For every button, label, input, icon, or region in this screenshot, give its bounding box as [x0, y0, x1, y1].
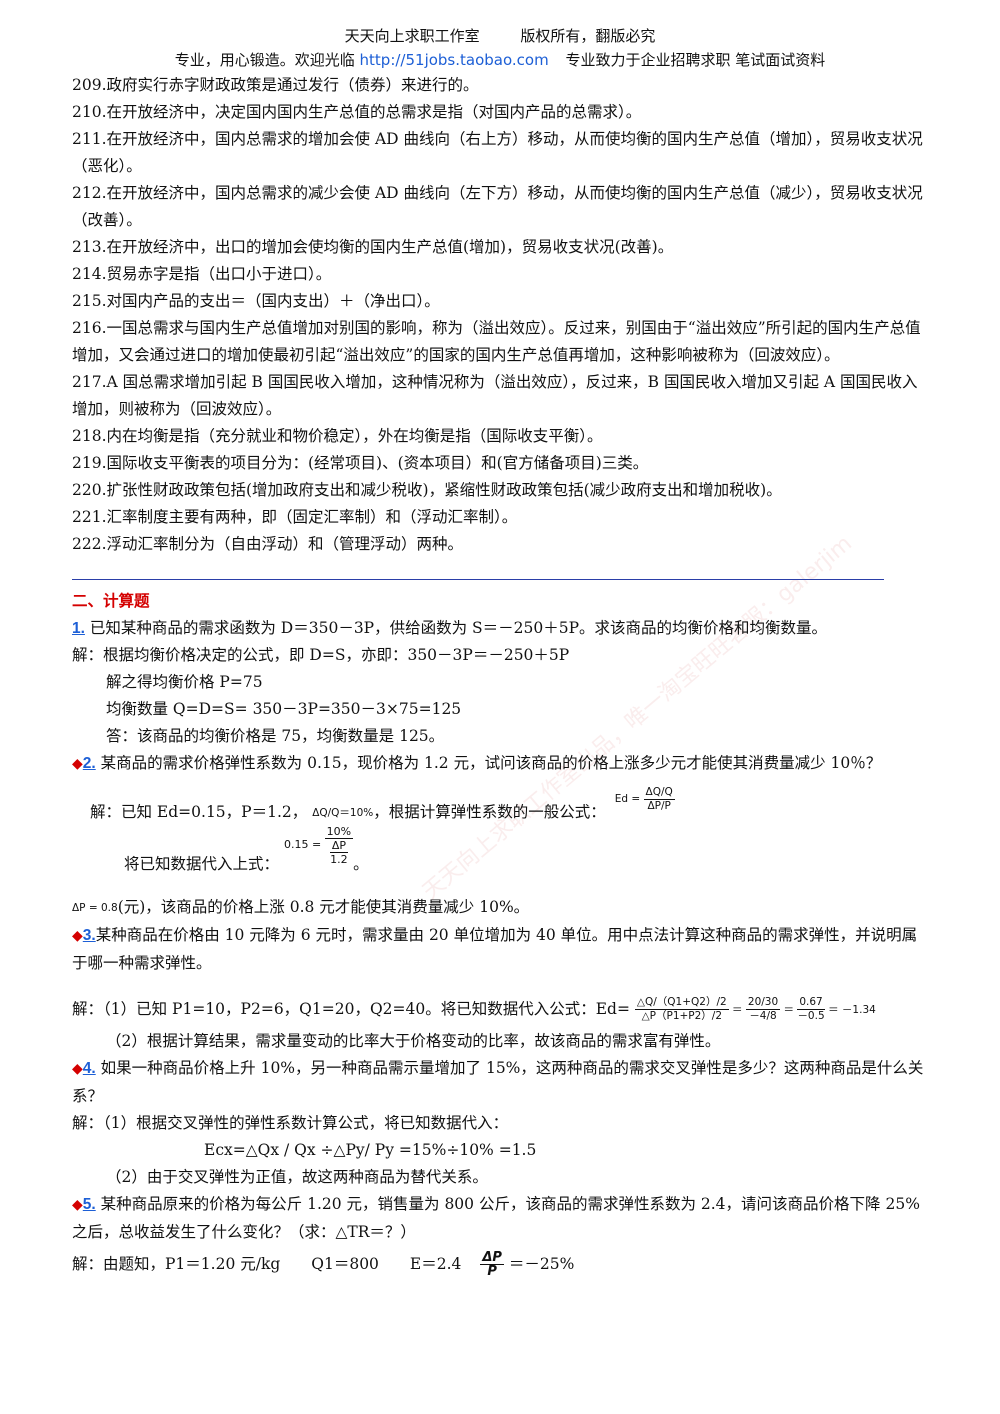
item-211: 211.在开放经济中，国内总需求的增加会使 AD 曲线向（右上方）移动，从而使均…	[72, 130, 923, 175]
q1-question: 1. 已知某种商品的需求函数为 D＝350－3P，供给函数为 S＝－250＋5P…	[72, 615, 932, 642]
item-215: 215.对国内产品的支出＝（国内支出）＋（净出口）。	[72, 292, 440, 310]
item-210: 210.在开放经济中，决定国内国内生产总值的总需求是指（对国内产品的总需求）。	[72, 103, 642, 121]
q3-line1: 解：（1）已知 P1=10，P2=6，Q1=20，Q2=40。将已知数据代入公式…	[72, 991, 932, 1028]
q2-line2: 将已知数据代入上式： 0.15 = 10% ΔP 1.2 。	[72, 825, 932, 894]
diamond-icon: ◆	[72, 756, 83, 772]
header-studio: 天天向上求职工作室	[344, 27, 480, 45]
q2-substituted-formula: 0.15 = 10% ΔP 1.2	[283, 824, 354, 866]
item-221: 221.汇率制度主要有两种，即（固定汇率制）和（浮动汇率制）。	[72, 508, 518, 526]
q5-text: 某种商品原来的价格为每公斤 1.20 元，销售量为 800 公斤，该商品的需求弹…	[72, 1194, 920, 1241]
q2-line1: 解：已知 Ed=0.15，P＝1.2， ΔQ/Q＝10%，根据计算弹性系数的一般…	[72, 786, 932, 835]
q3-text: 某种商品在价格由 10 元降为 6 元时，需求量由 20 单位增加为 40 单位…	[72, 925, 918, 972]
q2-number-link[interactable]: 2.	[82, 755, 96, 772]
q2-line3: ΔP = 0.8(元)，该商品的价格上涨 0.8 元才能使其消费量减少 10%。	[72, 894, 932, 922]
header-url-link[interactable]: http://51jobs.taobao.com	[359, 51, 549, 69]
q1-number-link[interactable]: 1.	[72, 620, 85, 637]
q4-line3: （2）由于交叉弹性为正值，故这两种商品为替代关系。	[106, 1167, 488, 1186]
q4-text: 如果一种商品价格上升 10%，另一种商品需示量增加了 15%，这两种商品的需求交…	[72, 1058, 924, 1105]
section-title: 二、计算题	[72, 592, 150, 610]
q4-line1: 解：（1）根据交叉弹性的弹性系数计算公式，将已知数据代入：	[72, 1113, 509, 1132]
diamond-icon: ◆	[72, 1060, 83, 1077]
document-body: 209.政府实行赤字财政政策是通过发行（债券）来进行的。 210.在开放经济中，…	[72, 72, 932, 1283]
q5-ratio-formula: ΔP P	[480, 1249, 504, 1279]
q2-question: ◆2. 某商品的需求价格弹性系数为 0.15，现价格为 1.2 元，试问该商品的…	[72, 750, 932, 778]
item-212: 212.在开放经济中，国内总需求的减少会使 AD 曲线向（左下方）移动，从而使均…	[72, 184, 923, 229]
item-214: 214.贸易赤字是指（出口小于进口）。	[72, 265, 332, 283]
item-213: 213.在开放经济中，出口的增加会使均衡的国内生产总值(增加)，贸易收支状况(改…	[72, 238, 674, 256]
header-slogan: 专业，用心锻造。欢迎光临	[174, 51, 355, 69]
item-217: 217.A 国总需求增加引起 B 国国民收入增加，这种情况称为（溢出效应），反过…	[72, 373, 918, 418]
q1-answer: 答：该商品的均衡价格是 75，均衡数量是 125。	[106, 727, 445, 745]
q2-delta-p: ΔP = 0.8	[72, 901, 118, 914]
q3-line2: （2）根据计算结果，需求量变动的比率大于价格变动的比率，故该商品的需求富有弹性。	[106, 1031, 721, 1050]
item-219: 219.国际收支平衡表的项目分为：(经常项目)、(资本项目）和(官方储备项目)三…	[72, 454, 649, 472]
diamond-icon: ◆	[72, 1196, 83, 1213]
q1-text: 已知某种商品的需求函数为 D＝350－3P，供给函数为 S＝－250＋5P。求该…	[89, 619, 828, 637]
elasticity-formula: Ed = ΔQ/Q ΔP/P	[614, 785, 675, 812]
header-tagline: 专业致力于企业招聘求职 笔试面试资料	[565, 51, 826, 69]
q4-number-link[interactable]: 4.	[82, 1059, 96, 1077]
q1-line3: 均衡数量 Q=D=S= 350－3P=350－3×75=125	[106, 700, 462, 718]
q4-line2: Ecx=△Qx / Qx ÷△Py/ Py =15%÷10% =1.5	[204, 1140, 537, 1159]
diamond-icon: ◆	[72, 927, 83, 944]
q5-question: ◆5. 某种商品原来的价格为每公斤 1.20 元，销售量为 800 公斤，该商品…	[72, 1191, 932, 1246]
section-divider	[72, 579, 884, 580]
item-218: 218.内在均衡是指（充分就业和物价稳定），外在均衡是指（国际收支平衡）。	[72, 427, 603, 445]
item-216: 216.一国总需求与国内生产总值增加对别国的影响，称为（溢出效应）。反过来，别国…	[72, 319, 921, 364]
page-header: 天天向上求职工作室 版权所有，翻版必究 专业，用心锻造。欢迎光临 http://…	[0, 24, 1000, 72]
q4-question: ◆4. 如果一种商品价格上升 10%，另一种商品需示量增加了 15%，这两种商品…	[72, 1055, 932, 1110]
q5-line1: 解：由题知，P1＝1.20 元/kg Q1＝800 E＝2.4 ΔP P ＝－2…	[72, 1246, 932, 1283]
q1-line1: 解：根据均衡价格决定的公式，即 D=S，亦即：350－3P＝－250＋5P	[72, 646, 570, 664]
item-222: 222.浮动汇率制分为（自由浮动）和（管理浮动）两种。	[72, 535, 464, 553]
header-copyright: 版权所有，翻版必究	[520, 27, 656, 45]
q2-text: 某商品的需求价格弹性系数为 0.15，现价格为 1.2 元，试问该商品的价格上涨…	[100, 754, 882, 772]
q3-number-link[interactable]: 3.	[82, 926, 96, 944]
q5-number-link[interactable]: 5.	[82, 1195, 96, 1213]
item-220: 220.扩张性财政政策包括(增加政府支出和减少税收)，紧缩性财政政策包括(减少政…	[72, 481, 782, 499]
q3-midpoint-formula: △Q/（Q1+Q2）/2 △P（P1+P2）/2 ＝ 20/30 －4/8 ＝ …	[634, 996, 876, 1022]
q2-given-formula: ΔQ/Q＝10%	[312, 807, 374, 819]
item-209: 209.政府实行赤字财政政策是通过发行（债券）来进行的。	[72, 76, 479, 94]
q3-question: ◆3.某种商品在价格由 10 元降为 6 元时，需求量由 20 单位增加为 40…	[72, 922, 932, 977]
q1-line2: 解之得均衡价格 P=75	[106, 673, 263, 691]
